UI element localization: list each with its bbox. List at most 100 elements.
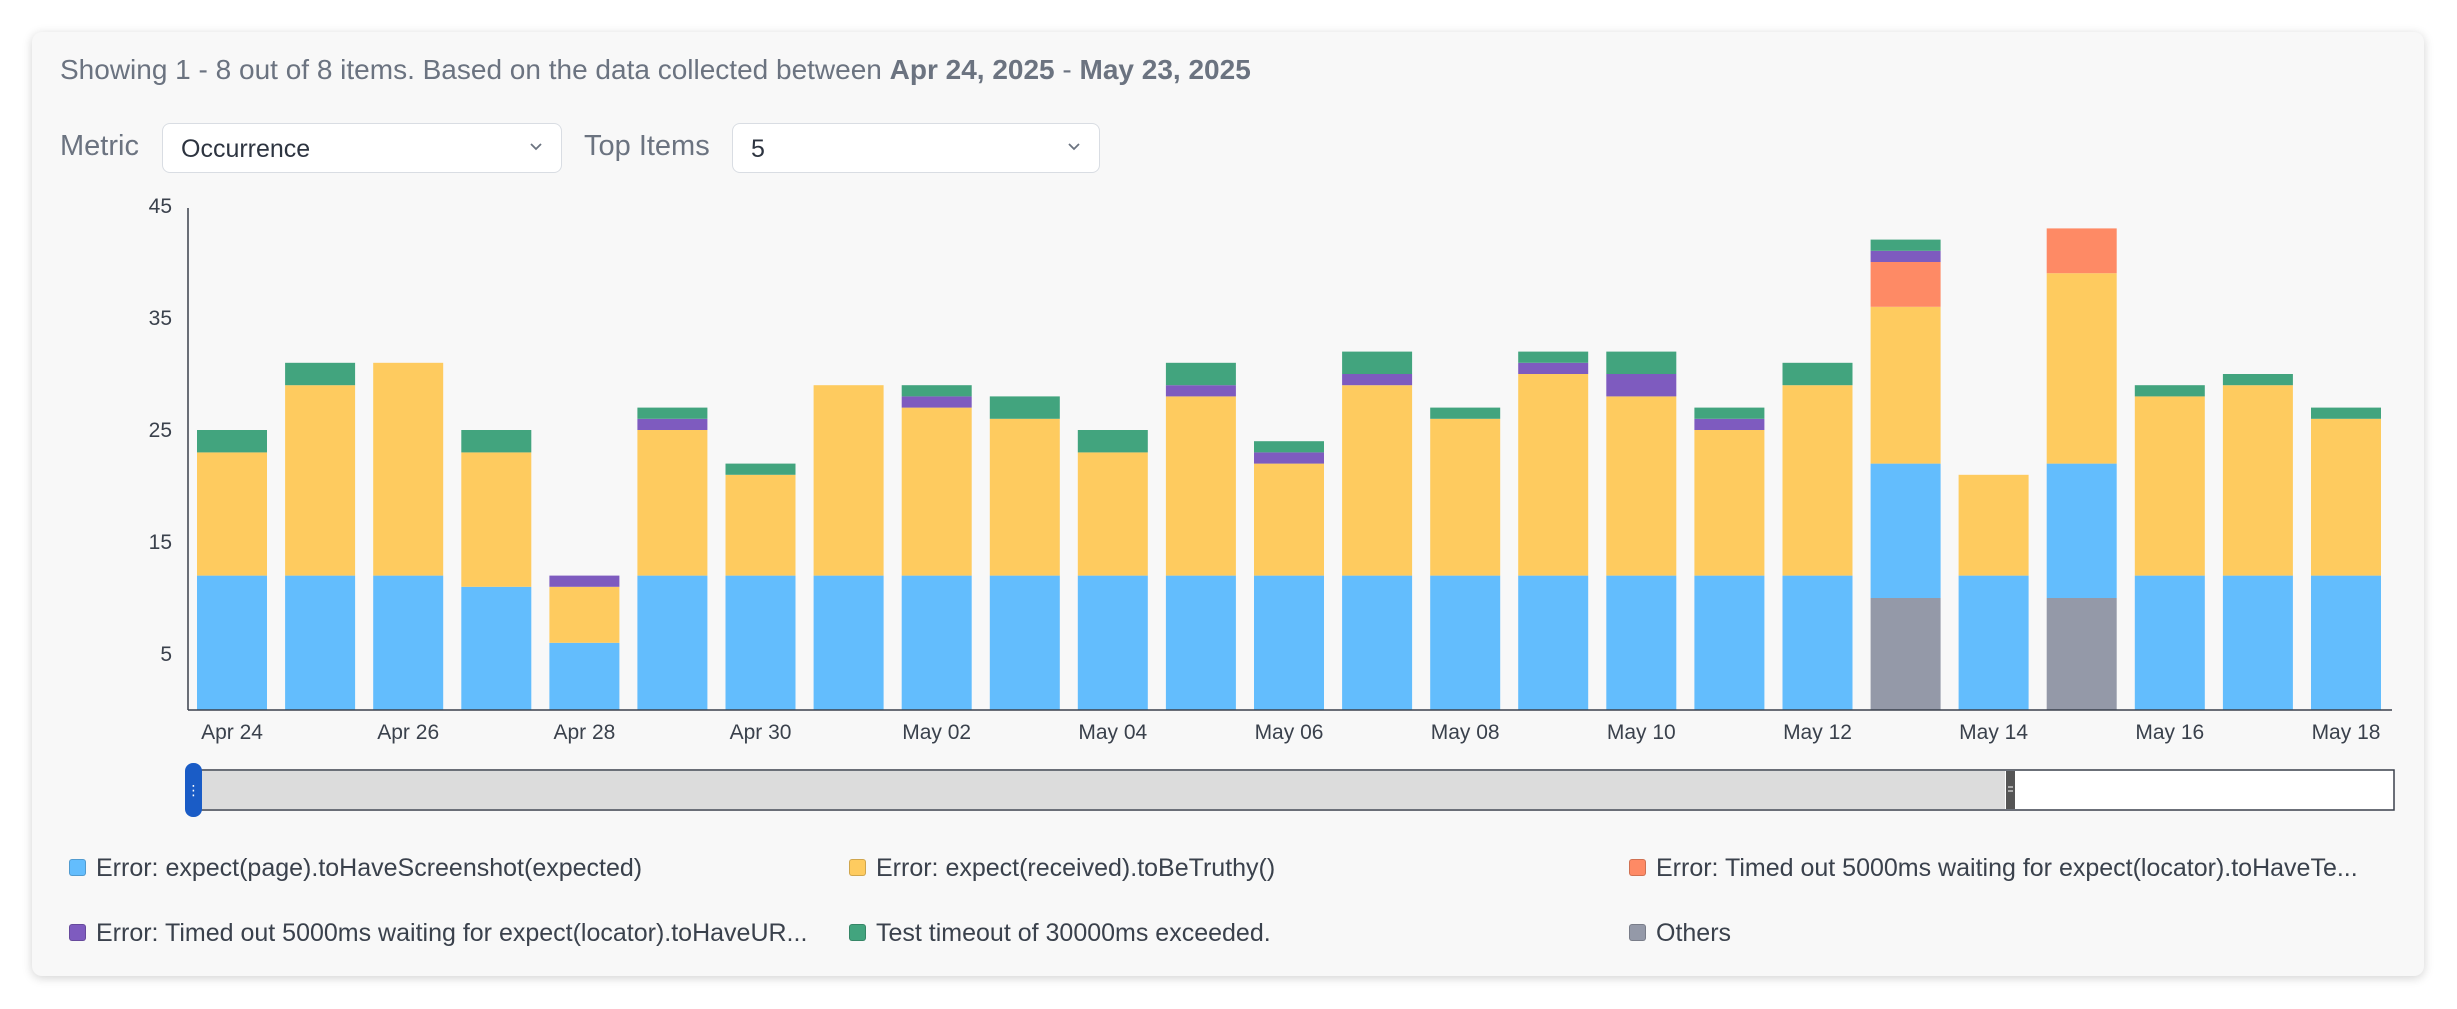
summary-prefix: Showing 1 - 8 out of 8 items. Based on t… xyxy=(60,54,890,85)
bar-segment-may-03-s5 xyxy=(989,396,1060,419)
bars-group xyxy=(197,228,2381,710)
x-tick-label: May 18 xyxy=(2312,721,2381,744)
bar-segment-apr-29-s4 xyxy=(637,418,708,430)
bar-segment-may-07-s4 xyxy=(1342,374,1413,386)
grip-icon: ⋮ xyxy=(187,783,201,799)
bar-segment-may-17-s1 xyxy=(2222,575,2293,710)
legend-item[interactable]: Error: expect(page).toHaveScreenshot(exp… xyxy=(69,852,839,886)
bar-segment-may-06-s4 xyxy=(1254,452,1324,464)
bar-segment-may-12-s1 xyxy=(1782,575,1853,710)
y-tick-label: 5 xyxy=(160,643,172,666)
bar-segment-may-05-s2 xyxy=(1165,396,1236,576)
bar-segment-apr-30-s5 xyxy=(725,463,796,475)
legend-item[interactable]: Error: expect(received).toBeTruthy() xyxy=(849,852,1319,886)
bar-segment-apr-27-s2 xyxy=(461,452,532,587)
bar-segment-may-09-s5 xyxy=(1518,351,1589,363)
x-tick-label: Apr 26 xyxy=(377,721,439,744)
bar-segment-apr-25-s2 xyxy=(285,385,356,576)
bar-segment-may-02-s5 xyxy=(901,385,972,397)
bar-segment-apr-24-s5 xyxy=(197,430,267,453)
y-tick-label: 25 xyxy=(149,419,172,442)
bar-segment-may-06-s2 xyxy=(1254,463,1324,576)
x-tick-label: May 16 xyxy=(2135,721,2204,744)
scroller-left-handle[interactable] xyxy=(185,763,202,817)
legend-swatch xyxy=(1629,924,1646,941)
legend-swatch xyxy=(849,859,866,876)
bar-segment-may-10-s2 xyxy=(1606,396,1677,576)
x-tick-label: May 12 xyxy=(1783,721,1852,744)
bar-segment-apr-29-s5 xyxy=(637,407,708,419)
bar-segment-may-06-s5 xyxy=(1254,441,1324,453)
bar-segment-may-18-s5 xyxy=(2311,407,2381,419)
bar-segment-may-05-s4 xyxy=(1165,385,1236,397)
legend-item[interactable]: Error: Timed out 5000ms waiting for expe… xyxy=(1629,852,2399,886)
bar-segment-may-13-s2 xyxy=(1870,306,1941,464)
bar-segment-may-12-s2 xyxy=(1782,385,1853,576)
bar-segment-apr-28-s2 xyxy=(549,586,620,643)
bar-segment-may-04-s5 xyxy=(1077,430,1148,453)
stacked-bar-chart: 5 15 25 35 45 Apr 24 Apr 26 Apr 28 Apr 30 May 02 M… xyxy=(149,195,2395,817)
chevron-down-icon xyxy=(1068,143,1080,151)
bar-segment-may-03-s2 xyxy=(989,418,1060,576)
bar-segment-may-09-s4 xyxy=(1518,362,1589,374)
bar-segment-may-01-s1 xyxy=(813,575,884,710)
bar-segment-may-18-s2 xyxy=(2311,418,2381,576)
scroller-selection xyxy=(193,771,2005,809)
top-items-label: Top Items xyxy=(584,130,710,162)
error-trend-card: Showing 1 - 8 out of 8 items. Based on t… xyxy=(32,32,2424,976)
legend-item[interactable]: Test timeout of 30000ms exceeded. xyxy=(849,917,1549,951)
bar-segment-may-10-s5 xyxy=(1606,351,1677,374)
x-tick-label: May 08 xyxy=(1431,721,1500,744)
bar-segment-may-07-s2 xyxy=(1342,385,1413,576)
bar-segment-may-12-s5 xyxy=(1782,362,1853,386)
scroller-right-handle[interactable] xyxy=(2006,771,2015,809)
bar-segment-apr-27-s5 xyxy=(461,430,532,453)
summary-end-date: May 23, 2025 xyxy=(1079,54,1251,85)
summary-text: Showing 1 - 8 out of 8 items. Based on t… xyxy=(60,54,1251,86)
x-tick-label: May 02 xyxy=(902,721,971,744)
metric-select-value: Occurrence xyxy=(181,135,311,163)
top-items-select[interactable]: 5 xyxy=(732,123,1100,173)
bar-segment-may-09-s1 xyxy=(1518,575,1589,710)
legend-label: Test timeout of 30000ms exceeded. xyxy=(876,919,1271,947)
x-tick-label: Apr 30 xyxy=(730,721,792,744)
range-scroller: ⋮ xyxy=(185,763,2395,817)
bar-segment-may-06-s1 xyxy=(1254,575,1324,710)
legend-item[interactable]: Error: Timed out 5000ms waiting for expe… xyxy=(69,917,839,951)
legend-label: Error: Timed out 5000ms waiting for expe… xyxy=(96,919,808,947)
legend-swatch xyxy=(849,924,866,941)
bar-segment-apr-30-s2 xyxy=(725,474,796,576)
bar-segment-may-17-s2 xyxy=(2222,385,2293,576)
legend-label: Error: expect(received).toBeTruthy() xyxy=(876,854,1276,882)
bar-segment-may-02-s2 xyxy=(901,407,972,576)
top-items-select-value: 5 xyxy=(751,135,765,163)
bar-segment-may-14-s1 xyxy=(1958,575,2029,710)
bar-segment-may-04-s1 xyxy=(1077,575,1148,710)
bar-segment-apr-26-s2 xyxy=(373,362,444,576)
bar-segment-may-02-s4 xyxy=(901,396,972,408)
bar-segment-may-17-s5 xyxy=(2222,374,2293,386)
x-tick-label: Apr 28 xyxy=(553,721,615,744)
legend-swatch xyxy=(1629,859,1646,876)
bar-segment-apr-28-s4 xyxy=(549,575,620,587)
bar-segment-apr-27-s1 xyxy=(461,586,532,710)
bar-segment-may-05-s5 xyxy=(1165,362,1236,386)
y-tick-label: 45 xyxy=(149,195,172,218)
bar-segment-apr-30-s1 xyxy=(725,575,796,710)
x-tick-label: May 04 xyxy=(1078,721,1147,744)
bar-segment-apr-25-s1 xyxy=(285,575,356,710)
bar-segment-may-13-s1 xyxy=(1870,463,1941,598)
bar-segment-apr-28-s1 xyxy=(549,642,620,710)
bar-segment-may-15-s0 xyxy=(2046,598,2117,710)
bar-segment-may-02-s1 xyxy=(901,575,972,710)
bar-segment-may-13-s3 xyxy=(1870,262,1941,307)
metric-label: Metric xyxy=(60,130,139,162)
bar-segment-may-08-s2 xyxy=(1430,418,1501,576)
legend-swatch xyxy=(69,859,86,876)
metric-select[interactable]: Occurrence xyxy=(162,123,562,173)
legend-item[interactable]: Others xyxy=(1629,917,2399,951)
bar-segment-may-10-s1 xyxy=(1606,575,1677,710)
bar-segment-may-16-s5 xyxy=(2134,385,2205,397)
bar-segment-may-13-s0 xyxy=(1870,598,1941,710)
bar-segment-may-13-s5 xyxy=(1870,239,1941,251)
